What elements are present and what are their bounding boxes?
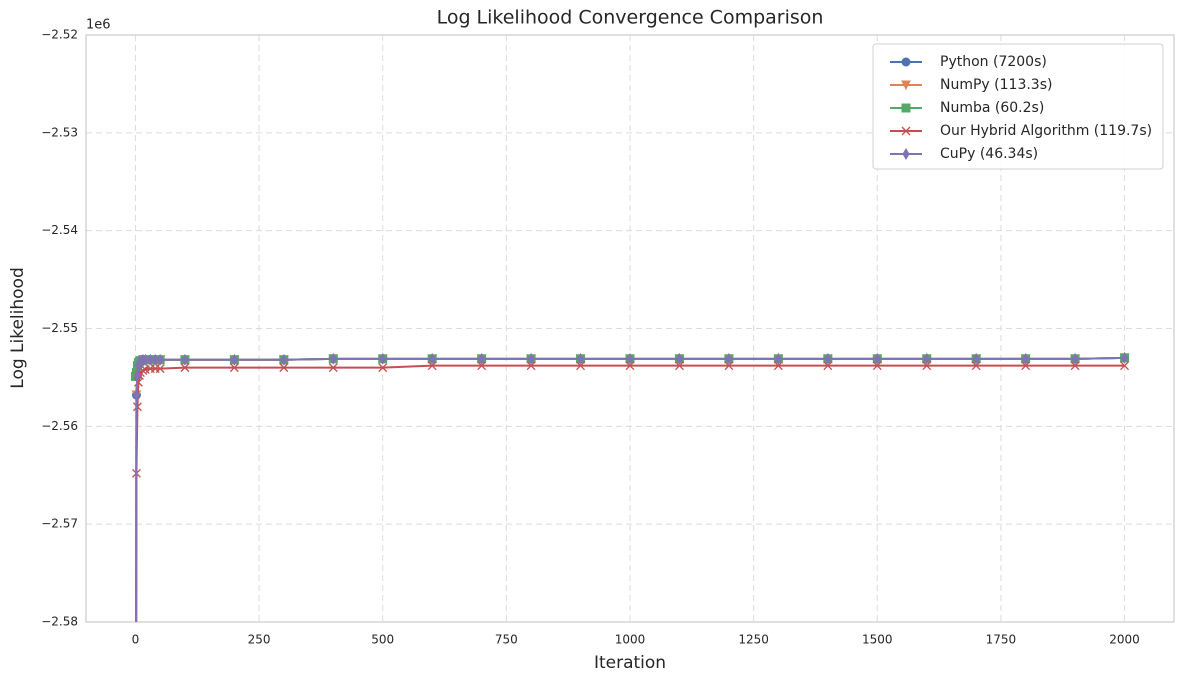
marker xyxy=(901,57,911,67)
legend-box xyxy=(872,43,1164,170)
x-axis-label: Iteration xyxy=(594,653,666,673)
marker xyxy=(428,352,436,365)
y-tick-label: −2.52 xyxy=(41,28,78,42)
marker xyxy=(576,361,586,371)
marker xyxy=(902,148,910,160)
marker xyxy=(872,361,882,371)
marker xyxy=(379,352,387,365)
x-tick-label: 1500 xyxy=(862,633,893,647)
marker xyxy=(132,402,142,412)
plot-area xyxy=(130,351,1130,622)
marker xyxy=(675,352,684,365)
marker xyxy=(674,361,684,371)
x-tick-label: 1250 xyxy=(738,633,769,647)
marker xyxy=(527,352,535,365)
marker xyxy=(774,352,782,365)
y-tick-label: −2.53 xyxy=(41,125,78,139)
marker xyxy=(378,363,388,373)
marker xyxy=(1120,361,1130,371)
marker xyxy=(279,363,289,373)
y-tick-label: −2.54 xyxy=(41,223,78,237)
marker xyxy=(1071,352,1079,365)
marker xyxy=(477,361,487,371)
marker xyxy=(824,352,832,365)
y-axis-label: Log Likelihood xyxy=(8,267,28,388)
marker xyxy=(823,361,833,371)
marker xyxy=(181,353,189,366)
x-tick-label: 1000 xyxy=(615,633,646,647)
marker xyxy=(328,363,338,373)
marker xyxy=(901,80,911,91)
marker xyxy=(133,369,142,382)
marker xyxy=(1120,351,1129,364)
marker xyxy=(626,352,634,365)
x-tick-label: 750 xyxy=(495,633,518,647)
x-tick-label: 250 xyxy=(248,633,271,647)
x-tick-label: 500 xyxy=(371,633,394,647)
marker xyxy=(155,364,165,374)
chart-title: Log Likelihood Convergence Comparison xyxy=(437,7,824,29)
marker xyxy=(971,361,981,371)
marker xyxy=(1070,361,1080,371)
legend-label: Our Hybrid Algorithm (119.7s) xyxy=(940,123,1152,139)
marker xyxy=(724,361,734,371)
marker xyxy=(151,353,159,366)
marker xyxy=(180,363,190,373)
marker xyxy=(1022,352,1030,365)
marker xyxy=(146,353,154,366)
legend-label: Numba (60.2s) xyxy=(940,100,1044,116)
marker xyxy=(873,352,881,365)
x-tick-label: 0 xyxy=(132,633,140,647)
y-tick-label: −2.55 xyxy=(41,321,78,335)
y-offset-label: 1e6 xyxy=(86,18,111,33)
marker xyxy=(132,389,141,401)
plot-frame xyxy=(85,34,1175,623)
marker xyxy=(922,361,932,371)
x-tick-label: 1750 xyxy=(986,633,1017,647)
marker xyxy=(478,352,486,365)
marker xyxy=(773,361,783,371)
marker xyxy=(427,361,437,371)
marker xyxy=(576,352,585,365)
legend-label: NumPy (113.3s) xyxy=(940,77,1052,93)
y-tick-label: −2.56 xyxy=(41,419,78,433)
legend-label: CuPy (46.34s) xyxy=(940,146,1038,162)
marker xyxy=(329,352,337,365)
legend-label: Python (7200s) xyxy=(940,54,1047,70)
marker xyxy=(230,353,238,366)
marker xyxy=(625,361,635,371)
marker xyxy=(901,126,911,136)
marker xyxy=(901,103,911,113)
marker xyxy=(923,352,931,365)
marker xyxy=(229,363,239,373)
marker xyxy=(526,361,536,371)
marker xyxy=(1021,361,1031,371)
marker xyxy=(972,352,980,365)
marker xyxy=(156,353,164,366)
marker xyxy=(725,352,733,365)
y-tick-label: −2.58 xyxy=(41,615,78,629)
y-tick-label: −2.57 xyxy=(41,517,78,531)
x-tick-label: 2000 xyxy=(1109,633,1140,647)
marker xyxy=(280,353,288,366)
marker xyxy=(141,353,149,366)
